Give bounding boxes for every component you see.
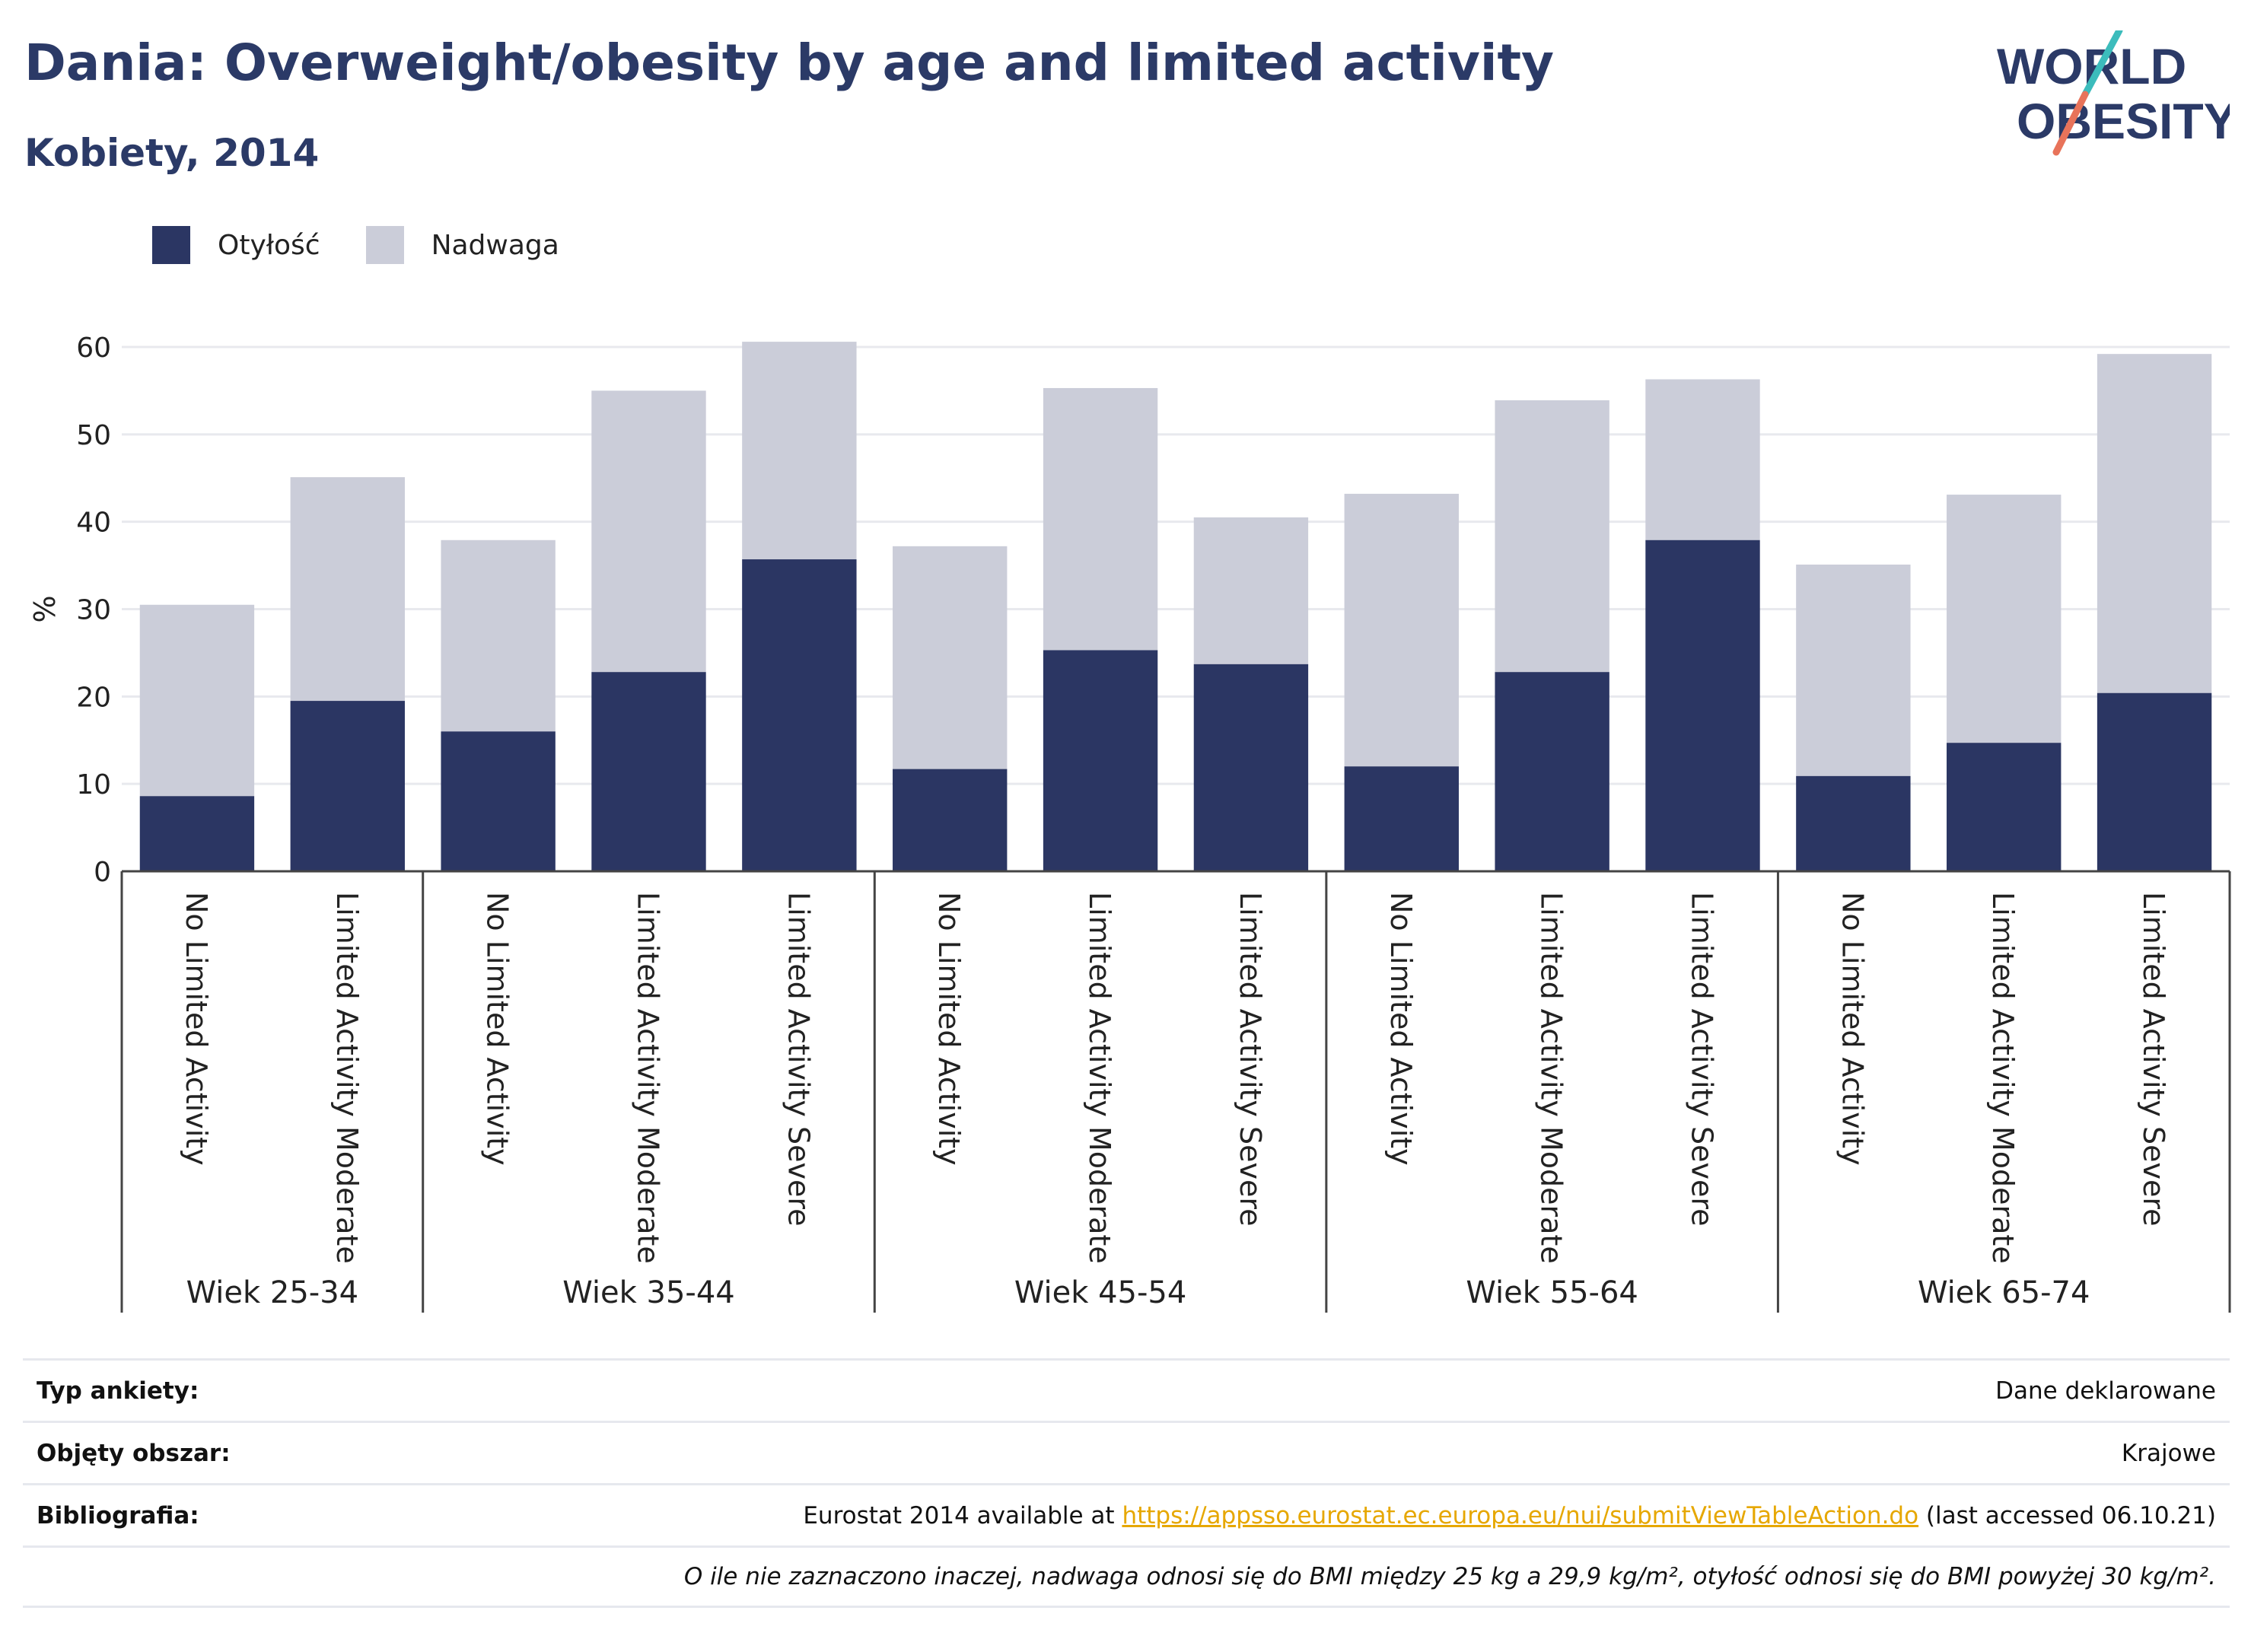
group-label: Wiek 65-74 xyxy=(1918,1275,2090,1310)
y-tick-label: 10 xyxy=(76,769,111,801)
x-tick-label: Limited Activity Moderate xyxy=(632,892,665,1264)
x-tick-label: Limited Activity Moderate xyxy=(1986,892,2020,1264)
area-value: Krajowe xyxy=(2121,1439,2216,1467)
bar-obesity xyxy=(1645,540,1760,871)
legend-item-obesity[interactable]: Otyłość xyxy=(152,226,320,264)
chart-title: Dania: Overweight/obesity by age and lim… xyxy=(24,33,1555,92)
legend-item-overweight[interactable]: Nadwaga xyxy=(365,226,559,264)
bar-overweight xyxy=(441,540,556,732)
bar-obesity xyxy=(2097,692,2212,871)
bar-overweight xyxy=(1043,387,1158,651)
bar-overweight xyxy=(1796,564,1911,776)
legend: Otyłość Nadwaga xyxy=(152,225,605,265)
bar-overweight xyxy=(1495,400,1609,673)
bar-obesity xyxy=(1495,672,1609,871)
bar-chart: 0 10 20 30 40 50 60% No Limited Activity Limited… xyxy=(28,333,2231,1313)
bar-overweight xyxy=(591,390,706,673)
bar-overweight xyxy=(893,546,1008,769)
bar-obesity xyxy=(1947,743,2062,871)
x-tick-label: Limited Activity Moderate xyxy=(1083,892,1116,1264)
footer-row-note: O ile nie zaznaczono inaczej, nadwaga od… xyxy=(23,1545,2230,1608)
bibliography-link[interactable]: https://appsso.eurostat.ec.europa.eu/nui… xyxy=(1122,1501,1919,1529)
y-tick-label: 40 xyxy=(76,508,111,539)
bmi-definition-note: O ile nie zaznaczono inaczej, nadwaga od… xyxy=(683,1563,2216,1590)
area-label: Objęty obszar: xyxy=(37,1439,231,1467)
bar-obesity xyxy=(742,559,857,871)
world-obesity-logo: WORLD OBESITY xyxy=(1997,30,2230,156)
group-label: Wiek 25-34 xyxy=(186,1275,359,1310)
x-tick-label: No Limited Activity xyxy=(1836,892,1869,1166)
group-label: Wiek 45-54 xyxy=(1014,1275,1187,1310)
bar-overweight xyxy=(1193,517,1309,664)
bar-overweight xyxy=(290,477,405,702)
logo-slash-red xyxy=(2052,91,2089,156)
y-tick-label: 50 xyxy=(76,420,111,451)
footer-row-area: Objęty obszar: Krajowe xyxy=(23,1421,2230,1483)
bar-obesity xyxy=(1344,766,1459,871)
bibliography-label: Bibliografia: xyxy=(37,1501,199,1529)
bar-obesity xyxy=(1193,664,1309,871)
x-tick-label: No Limited Activity xyxy=(180,892,213,1166)
footer-table: Typ ankiety: Dane deklarowane Objęty obs… xyxy=(23,1358,2230,1608)
x-tick-label: No Limited Activity xyxy=(1384,892,1418,1166)
bar-obesity xyxy=(139,796,255,871)
bar-obesity xyxy=(1043,650,1158,871)
x-tick-label: No Limited Activity xyxy=(481,892,514,1166)
bibliography-suffix: (last accessed 06.10.21) xyxy=(1918,1501,2216,1529)
legend-label-overweight: Nadwaga xyxy=(431,229,559,261)
footer-row-bibliography: Bibliografia: Eurostat 2014 available at… xyxy=(23,1483,2230,1545)
y-tick-label: 20 xyxy=(76,682,111,713)
y-axis-label: % xyxy=(28,595,62,622)
x-tick-label: Limited Activity Severe xyxy=(2137,892,2170,1227)
survey-type-label: Typ ankiety: xyxy=(37,1377,199,1405)
survey-type-value: Dane deklarowane xyxy=(1995,1377,2216,1405)
x-tick-label: Limited Activity Severe xyxy=(1686,892,1719,1227)
x-tick-label: Limited Activity Moderate xyxy=(330,892,364,1264)
bar-overweight xyxy=(1344,493,1459,767)
bar-obesity xyxy=(591,672,706,871)
bar-obesity xyxy=(441,731,556,871)
y-tick-label: 30 xyxy=(76,595,111,626)
chart-subtitle: Kobiety, 2014 xyxy=(24,131,320,175)
bar-overweight xyxy=(742,342,857,560)
bar-obesity xyxy=(893,769,1008,871)
x-tick-label: Limited Activity Moderate xyxy=(1535,892,1568,1264)
y-tick-label: 60 xyxy=(76,333,111,364)
legend-swatch-obesity xyxy=(152,226,190,264)
x-tick-label: Limited Activity Severe xyxy=(1234,892,1267,1227)
legend-label-obesity: Otyłość xyxy=(218,229,320,261)
bar-overweight xyxy=(2097,354,2212,693)
bar-overweight xyxy=(139,604,255,797)
logo-slash-teal xyxy=(2081,30,2123,98)
bar-overweight xyxy=(1645,379,1760,540)
bar-obesity xyxy=(290,701,405,871)
bibliography-value: Eurostat 2014 available at https://appss… xyxy=(803,1502,2216,1529)
bar-obesity xyxy=(1796,775,1911,871)
bar-overweight xyxy=(1947,495,2062,743)
legend-swatch-overweight xyxy=(365,226,404,264)
x-tick-label: No Limited Activity xyxy=(932,892,966,1166)
x-tick-label: Limited Activity Severe xyxy=(782,892,815,1227)
group-label: Wiek 35-44 xyxy=(562,1275,735,1310)
y-tick-label: 0 xyxy=(94,857,111,888)
footer-row-survey: Typ ankiety: Dane deklarowane xyxy=(23,1358,2230,1421)
logo-word-obesity: OBESITY xyxy=(2017,93,2230,149)
bibliography-prefix: Eurostat 2014 available at xyxy=(803,1501,1122,1529)
group-label: Wiek 55-64 xyxy=(1466,1275,1638,1310)
